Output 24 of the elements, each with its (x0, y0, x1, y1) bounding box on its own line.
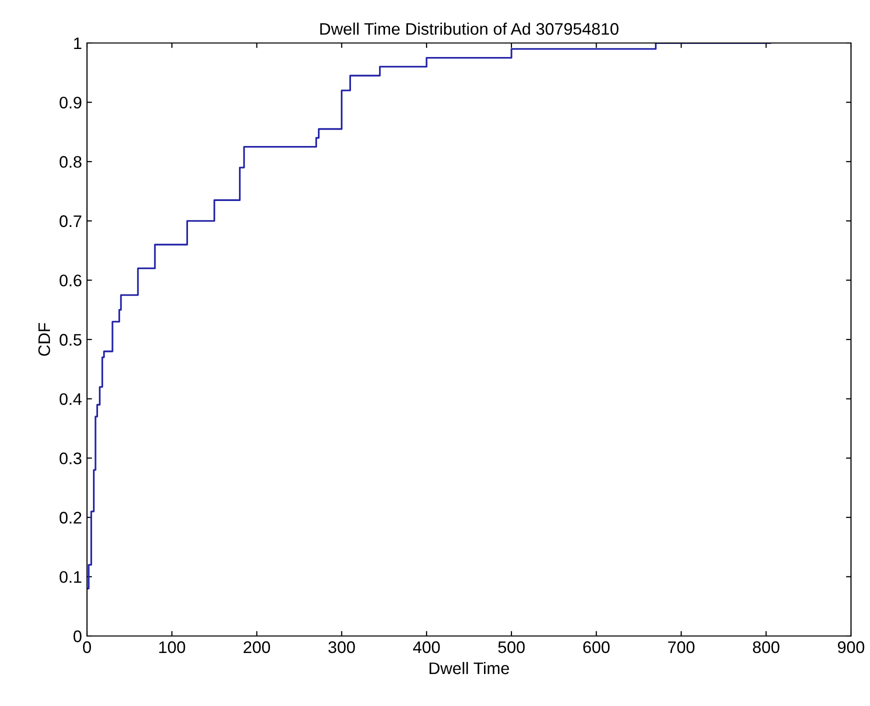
y-tick-label: 0.4 (60, 393, 82, 406)
x-tick-label: 400 (413, 641, 440, 654)
x-tick-label: 900 (838, 641, 864, 654)
y-tick-label: 0.7 (60, 215, 82, 228)
x-axis-title: Dwell Time (430, 662, 510, 674)
y-tick-label: 0.8 (60, 156, 82, 168)
y-tick-label: 0 (74, 630, 82, 642)
y-tick-label: 0.2 (60, 512, 82, 524)
x-tick-label: 300 (328, 641, 355, 654)
y-tick-label: 0.3 (60, 452, 82, 464)
x-tick-label: 600 (583, 641, 610, 654)
y-tick-label: 0.5 (60, 334, 82, 346)
y-axis-title: CDF (38, 323, 50, 356)
y-tick-label: 0.9 (60, 96, 82, 109)
x-tick-label: 500 (498, 641, 525, 654)
x-tick-label: 100 (159, 641, 186, 654)
y-tick-label: 0.1 (60, 571, 82, 583)
chart-title: Dwell Time Distribution of Ad 307954810 (320, 22, 618, 35)
x-tick-label: 800 (752, 641, 780, 654)
x-tick-label: 200 (244, 641, 270, 654)
x-tick-label: 0 (83, 641, 91, 654)
y-tick-label: 1 (74, 38, 82, 50)
y-tick-label: 0.6 (60, 274, 82, 286)
x-tick-label: 700 (668, 641, 694, 654)
